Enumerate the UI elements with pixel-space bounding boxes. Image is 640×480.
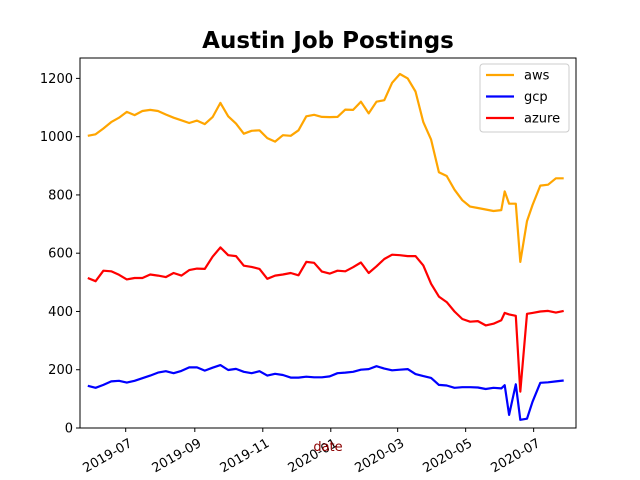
series-line-gcp	[87, 364, 564, 421]
x-tick-label: 2020-03	[353, 436, 408, 476]
y-tick-label: 0	[65, 422, 73, 437]
chart-title: Austin Job Postings	[202, 28, 454, 54]
series-line-aws	[87, 72, 564, 263]
y-tick-label: 400	[48, 305, 73, 320]
legend-label-gcp: gcp	[524, 90, 548, 105]
legend-label-aws: aws	[524, 69, 550, 84]
legend-box	[479, 63, 570, 133]
x-axis-label: date	[313, 440, 342, 455]
x-tick-label: 2019-07	[81, 436, 136, 476]
series-layer	[87, 72, 564, 421]
x-axis: 2019-07 2019-09 2019-11 2020-01 2020-03 2020-…	[81, 428, 543, 476]
x-tick-label: 2019-11	[218, 436, 273, 476]
x-tick-label: 2019-09	[150, 436, 205, 476]
y-tick-label: 1000	[40, 130, 73, 145]
y-tick-label: 800	[48, 188, 73, 203]
y-axis: 0 200 400 600 800 1000 1200	[40, 72, 80, 437]
y-tick-label: 200	[48, 363, 73, 378]
x-tick-label: 2020-05	[421, 436, 476, 476]
y-tick-label: 1200	[40, 72, 73, 87]
legend: aws gcp azure	[479, 63, 570, 133]
x-tick-label: 2020-07	[488, 436, 543, 476]
legend-label-azure: azure	[524, 112, 560, 127]
y-tick-label: 600	[48, 247, 73, 262]
series-line-azure	[87, 246, 564, 393]
plot-frame	[79, 57, 577, 429]
